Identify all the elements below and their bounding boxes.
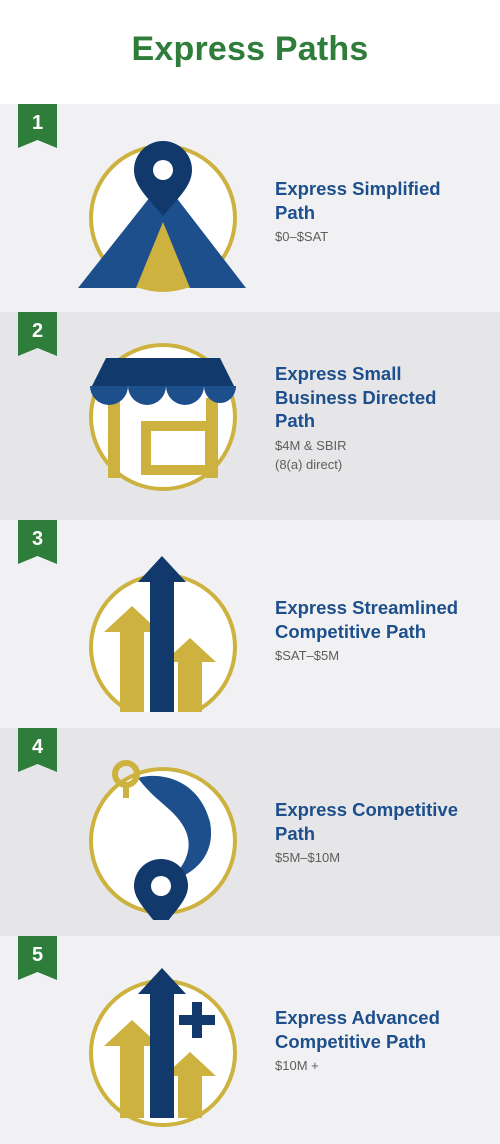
path-name: Express Simplified Path [275, 177, 490, 224]
path-name-line: Path [275, 822, 316, 844]
path-name-line: Express Simplified [275, 178, 441, 199]
path-range: $4M & SBIR (8(a) direct) [275, 436, 490, 474]
path-text-3: Express Streamlined Competitive Path $SA… [275, 596, 490, 665]
number-ribbon-3: 3 [18, 520, 57, 564]
path-row-4: 4 Express Competitive Path $5M–$10M [0, 728, 500, 936]
path-number: 4 [31, 736, 44, 758]
path-name-line: Path [275, 410, 316, 431]
path-name-line: Business Directed [275, 386, 437, 408]
path-range-line: $4M & SBIR [275, 437, 347, 453]
path-range: $SAT–$5M [275, 646, 490, 665]
route-pins-icon [78, 750, 248, 920]
path-text-1: Express Simplified Path $0–$SAT [275, 177, 490, 246]
path-name-line: Competitive Path [275, 1030, 427, 1052]
path-row-5: 5 Express Advanced Competitive Path $10M… [0, 936, 500, 1144]
path-name-line: Path [275, 201, 316, 223]
path-name: Express Small Business Directed Path [275, 362, 490, 433]
arrows-up-plus-icon [78, 958, 248, 1128]
path-range-line: (8(a) direct) [275, 456, 343, 472]
path-name-line: Express Small [275, 363, 402, 384]
path-name: Express Streamlined Competitive Path [275, 596, 490, 643]
path-text-4: Express Competitive Path $5M–$10M [275, 798, 490, 867]
number-ribbon-4: 4 [18, 728, 57, 772]
path-range: $10M + [275, 1056, 490, 1075]
path-range-line: $10M + [275, 1058, 319, 1073]
path-range: $5M–$10M [275, 848, 490, 867]
storefront-icon [78, 334, 248, 504]
number-ribbon-1: 1 [18, 104, 57, 148]
path-name-line: Express Streamlined [275, 597, 459, 618]
path-name: Express Advanced Competitive Path [275, 1006, 490, 1053]
path-text-2: Express Small Business Directed Path $4M… [275, 362, 490, 474]
path-row-1: 1 Express Simplified Path $0–$SAT [0, 104, 500, 312]
path-range: $0–$SAT [275, 227, 490, 246]
path-row-2: 2 Express Small Business Directed Path [0, 312, 500, 520]
path-number: 1 [31, 112, 44, 134]
path-name: Express Competitive Path [275, 798, 490, 845]
page-title: Express Paths [131, 30, 369, 68]
path-name-line: Express Advanced [275, 1007, 440, 1028]
path-range-line: $5M–$10M [275, 850, 341, 865]
number-ribbon-2: 2 [18, 312, 57, 356]
location-pin-road-icon [78, 126, 248, 296]
path-number: 5 [31, 944, 44, 966]
path-range-line: $0–$SAT [275, 229, 329, 244]
path-name-line: Express Competitive [275, 799, 459, 820]
path-name-line: Competitive Path [275, 620, 427, 642]
path-number: 3 [31, 528, 44, 550]
number-ribbon-5: 5 [18, 936, 57, 980]
arrows-up-icon [78, 542, 248, 712]
path-number: 2 [31, 320, 44, 342]
path-text-5: Express Advanced Competitive Path $10M + [275, 1006, 490, 1075]
path-row-3: 3 Express Streamlined Competitive Path $… [0, 520, 500, 728]
path-range-line: $SAT–$5M [275, 648, 340, 663]
